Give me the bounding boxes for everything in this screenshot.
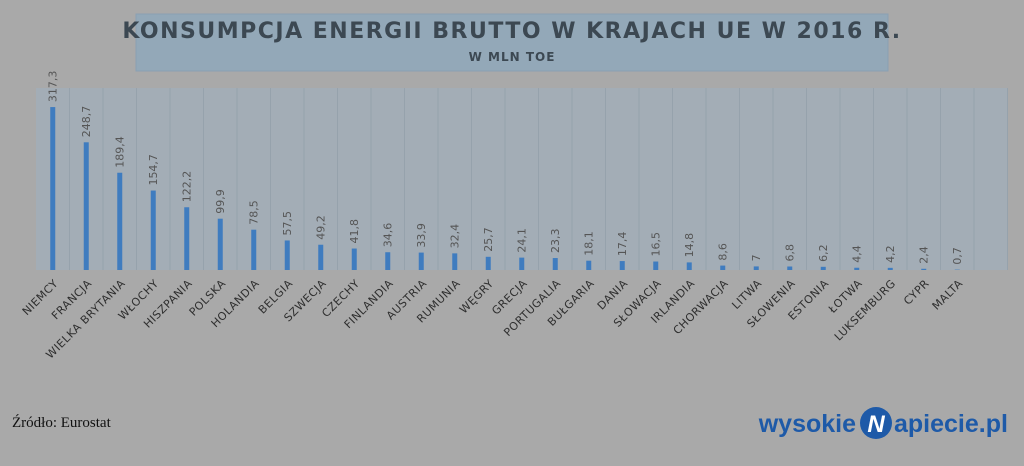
value-label: 33,9 — [415, 223, 428, 248]
value-label: 41,8 — [348, 219, 361, 244]
value-label: 17,4 — [616, 232, 629, 257]
bar — [787, 266, 793, 270]
bar — [653, 261, 659, 270]
value-label: 49,2 — [315, 215, 328, 240]
value-label: 189,4 — [114, 136, 127, 168]
value-label: 6,8 — [784, 244, 797, 262]
value-label: 6,2 — [817, 244, 830, 262]
value-label: 24,1 — [516, 228, 529, 253]
bar — [619, 261, 625, 270]
bar — [117, 172, 123, 270]
bar — [887, 267, 893, 270]
bar — [251, 229, 257, 270]
value-label: 23,3 — [549, 229, 562, 254]
value-label: 34,6 — [382, 223, 395, 248]
logo-mark: N — [867, 411, 885, 438]
value-label: 0,7 — [951, 247, 964, 265]
bar — [720, 265, 726, 270]
value-label: 18,1 — [583, 231, 596, 256]
value-label: 248,7 — [80, 106, 93, 138]
bar — [318, 244, 324, 270]
bar — [217, 218, 223, 270]
bar — [586, 260, 592, 270]
logo-left: wysokie — [758, 410, 856, 438]
value-label: 57,5 — [281, 211, 294, 236]
bar — [50, 107, 56, 270]
bar — [83, 142, 89, 270]
value-label: 122,2 — [181, 171, 194, 203]
bar — [519, 257, 525, 270]
value-label: 14,8 — [683, 233, 696, 258]
value-label: 78,5 — [248, 200, 261, 225]
bar — [418, 252, 424, 270]
chart-subtitle: W MLN TOE — [469, 50, 556, 64]
grid — [69, 88, 1008, 270]
value-label: 7 — [750, 254, 763, 261]
value-label: 4,2 — [884, 245, 897, 263]
bar — [753, 266, 759, 270]
bar — [284, 240, 290, 270]
bar — [686, 262, 692, 270]
source: Źródło: Eurostat — [12, 414, 112, 431]
value-label: 32,4 — [449, 224, 462, 249]
plot-area — [36, 88, 1008, 270]
bar — [150, 190, 156, 270]
bar — [452, 253, 458, 270]
bar — [351, 248, 357, 270]
bar — [854, 267, 860, 270]
title-box — [135, 13, 889, 72]
chart-title: KONSUMPCJA ENERGII BRUTTO W KRAJACH UE W… — [122, 19, 901, 44]
value-label: 317,3 — [47, 71, 60, 103]
bar — [552, 258, 558, 270]
value-label: 25,7 — [482, 227, 495, 252]
value-label: 8,6 — [717, 243, 730, 261]
value-label: 99,9 — [214, 189, 227, 214]
value-label: 2,4 — [918, 246, 931, 264]
bar — [921, 268, 927, 270]
bar — [385, 252, 391, 270]
bar — [820, 266, 826, 270]
logo-circle — [860, 407, 892, 439]
bar — [485, 256, 491, 270]
logo-right: apiecie.pl — [894, 410, 1008, 438]
bar — [184, 207, 190, 270]
value-label: 154,7 — [147, 154, 160, 186]
value-label: 16,5 — [650, 232, 663, 257]
logo: wysokie N apiecie.pl — [758, 407, 1008, 439]
value-label: 4,4 — [851, 245, 864, 263]
